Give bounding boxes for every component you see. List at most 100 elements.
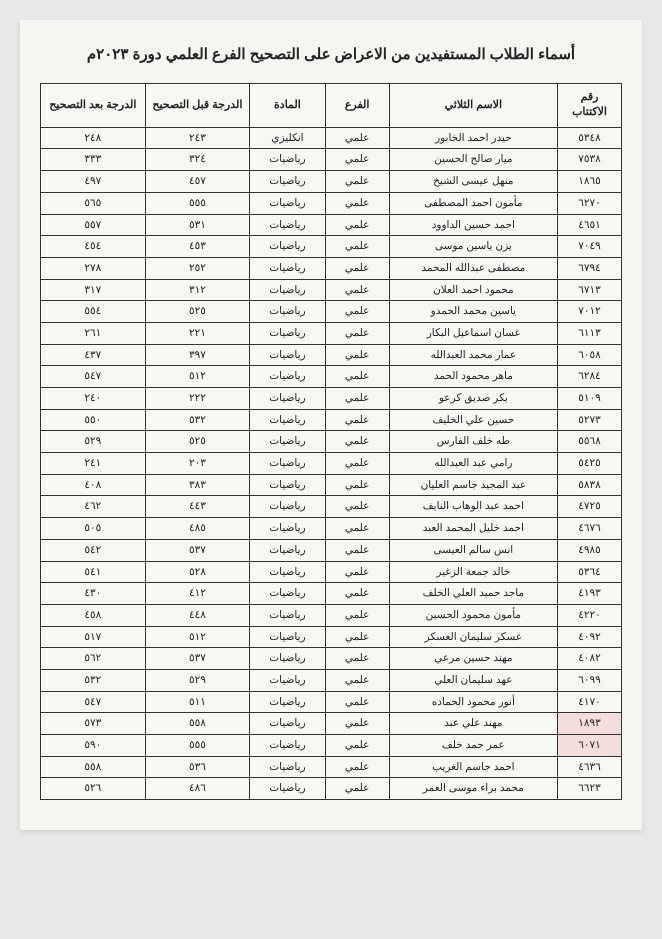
- cell-id: ٦٠٥٨: [558, 344, 622, 366]
- table-row: ٦٠٩٩عهد سليمان العليعلميرياضيات٥٢٩٥٣٢: [41, 669, 622, 691]
- cell-subject: رياضيات: [250, 214, 326, 236]
- cell-name: عمار محمد العبدالله: [389, 344, 557, 366]
- cell-id: ٥٨٣٨: [558, 474, 622, 496]
- cell-after: ٥٤٢: [41, 539, 146, 561]
- cell-after: ٥٤١: [41, 561, 146, 583]
- cell-before: ٤٤٣: [145, 496, 250, 518]
- cell-branch: علمي: [325, 127, 389, 149]
- cell-id: ٥٢٧٣: [558, 409, 622, 431]
- cell-name: طه خلف الفارس: [389, 431, 557, 453]
- cell-subject: رياضيات: [250, 626, 326, 648]
- cell-branch: علمي: [325, 257, 389, 279]
- cell-after: ٣٣٣: [41, 149, 146, 171]
- cell-branch: علمي: [325, 496, 389, 518]
- cell-after: ٥٣٢: [41, 669, 146, 691]
- cell-subject: رياضيات: [250, 669, 326, 691]
- table-row: ٤٧٢٥احمد عبد الوهاب النايفعلميرياضيات٤٤٣…: [41, 496, 622, 518]
- table-row: ٧٠٤٩يزن ياسين موسىعلميرياضيات٤٥٣٤٥٤: [41, 236, 622, 258]
- cell-after: ٤٥٨: [41, 604, 146, 626]
- cell-id: ٤٦٧٦: [558, 518, 622, 540]
- table-body: ٥٣٤٨حيدر احمد الخابورعلميانكليزي٢٤٣٢٤٨٧٥…: [41, 127, 622, 799]
- cell-id: ٦٢٨٤: [558, 366, 622, 388]
- cell-subject: رياضيات: [250, 756, 326, 778]
- cell-name: مأمون محمود الحسين: [389, 604, 557, 626]
- cell-after: ٥٦٢: [41, 648, 146, 670]
- cell-branch: علمي: [325, 735, 389, 757]
- table-row: ٤٩٨٥انس سالم العيسىعلميرياضيات٥٣٧٥٤٢: [41, 539, 622, 561]
- cell-branch: علمي: [325, 756, 389, 778]
- cell-after: ٥١٧: [41, 626, 146, 648]
- cell-after: ٥٥٧: [41, 214, 146, 236]
- cell-id: ٧٠٤٩: [558, 236, 622, 258]
- cell-subject: رياضيات: [250, 561, 326, 583]
- cell-subject: انكليزي: [250, 127, 326, 149]
- cell-after: ٥٥٤: [41, 301, 146, 323]
- cell-id: ٤١٩٣: [558, 583, 622, 605]
- table-row: ٤٦٥١احمد حسين الداوودعلميرياضيات٥٣١٥٥٧: [41, 214, 622, 236]
- cell-after: ٤٣٠: [41, 583, 146, 605]
- cell-name: عهد سليمان العلي: [389, 669, 557, 691]
- cell-id: ٤٢٢٠: [558, 604, 622, 626]
- cell-before: ٥٣٧: [145, 539, 250, 561]
- cell-after: ٤٦٢: [41, 496, 146, 518]
- cell-branch: علمي: [325, 539, 389, 561]
- cell-before: ٥٣١: [145, 214, 250, 236]
- table-row: ٥٣٦٤خالد جمعة الزغيرعلميرياضيات٥٢٨٥٤١: [41, 561, 622, 583]
- cell-id: ٤٦٣٦: [558, 756, 622, 778]
- cell-name: عبد المجيد جاسم العليان: [389, 474, 557, 496]
- cell-branch: علمي: [325, 171, 389, 193]
- cell-name: ماهر محمود الحمد: [389, 366, 557, 388]
- cell-before: ٢٢١: [145, 322, 250, 344]
- table-row: ٦٢٧٠مأمون احمد المصطفىعلميرياضيات٥٥٥٥٦٥: [41, 192, 622, 214]
- cell-branch: علمي: [325, 561, 389, 583]
- cell-id: ٦٠٩٩: [558, 669, 622, 691]
- cell-branch: علمي: [325, 214, 389, 236]
- cell-id: ١٨٦٥: [558, 171, 622, 193]
- cell-before: ٥١٢: [145, 626, 250, 648]
- cell-after: ٥٢٦: [41, 778, 146, 800]
- cell-name: ياسين محمد الحمدو: [389, 301, 557, 323]
- table-row: ٦١١٣غسان اسماعيل البكارعلميرياضيات٢٢١٢٦١: [41, 322, 622, 344]
- cell-id: ٤٠٨٢: [558, 648, 622, 670]
- cell-id: ٧٠١٢: [558, 301, 622, 323]
- cell-id: ٥٥٦٨: [558, 431, 622, 453]
- cell-name: احمد خليل المحمد العبد: [389, 518, 557, 540]
- cell-before: ٤١٢: [145, 583, 250, 605]
- table-row: ٤١٩٣ماجد حميد العلي الخلفعلميرياضيات٤١٢٤…: [41, 583, 622, 605]
- cell-before: ٥٥٥: [145, 735, 250, 757]
- cell-name: يزن ياسين موسى: [389, 236, 557, 258]
- cell-after: ٢٦١: [41, 322, 146, 344]
- cell-id: ٤٩٨٥: [558, 539, 622, 561]
- results-table: رقم الاكتتاب الاسم الثلاثي الفرع المادة …: [40, 83, 622, 800]
- cell-before: ٣٢٤: [145, 149, 250, 171]
- cell-after: ٤٥٤: [41, 236, 146, 258]
- cell-id: ٦٧٩٤: [558, 257, 622, 279]
- cell-subject: رياضيات: [250, 149, 326, 171]
- cell-subject: رياضيات: [250, 279, 326, 301]
- cell-id: ٥٣٦٤: [558, 561, 622, 583]
- table-row: ٥٥٦٨طه خلف الفارسعلميرياضيات٥٢٥٥٢٩: [41, 431, 622, 453]
- cell-after: ٥٠٥: [41, 518, 146, 540]
- cell-before: ٥٢٥: [145, 431, 250, 453]
- cell-before: ٢٥٢: [145, 257, 250, 279]
- cell-id: ٥١٠٩: [558, 388, 622, 410]
- cell-name: مهند علي عبد: [389, 713, 557, 735]
- cell-after: ٥٤٧: [41, 691, 146, 713]
- table-row: ٤٦٣٦احمد جاسم الغريبعلميرياضيات٥٣٦٥٥٨: [41, 756, 622, 778]
- cell-branch: علمي: [325, 344, 389, 366]
- cell-subject: رياضيات: [250, 322, 326, 344]
- cell-after: ٣١٧: [41, 279, 146, 301]
- cell-after: ٤٣٧: [41, 344, 146, 366]
- cell-before: ٥٣٦: [145, 756, 250, 778]
- cell-id: ٤٠٩٢: [558, 626, 622, 648]
- header-branch: الفرع: [325, 84, 389, 128]
- cell-subject: رياضيات: [250, 171, 326, 193]
- cell-before: ٥٢٥: [145, 301, 250, 323]
- table-row: ٦٧١٣محمود احمد العلانعلميرياضيات٣١٢٣١٧: [41, 279, 622, 301]
- cell-name: انس سالم العيسى: [389, 539, 557, 561]
- cell-subject: رياضيات: [250, 583, 326, 605]
- cell-branch: علمي: [325, 149, 389, 171]
- cell-subject: رياضيات: [250, 453, 326, 475]
- cell-after: ٥٧٣: [41, 713, 146, 735]
- cell-branch: علمي: [325, 409, 389, 431]
